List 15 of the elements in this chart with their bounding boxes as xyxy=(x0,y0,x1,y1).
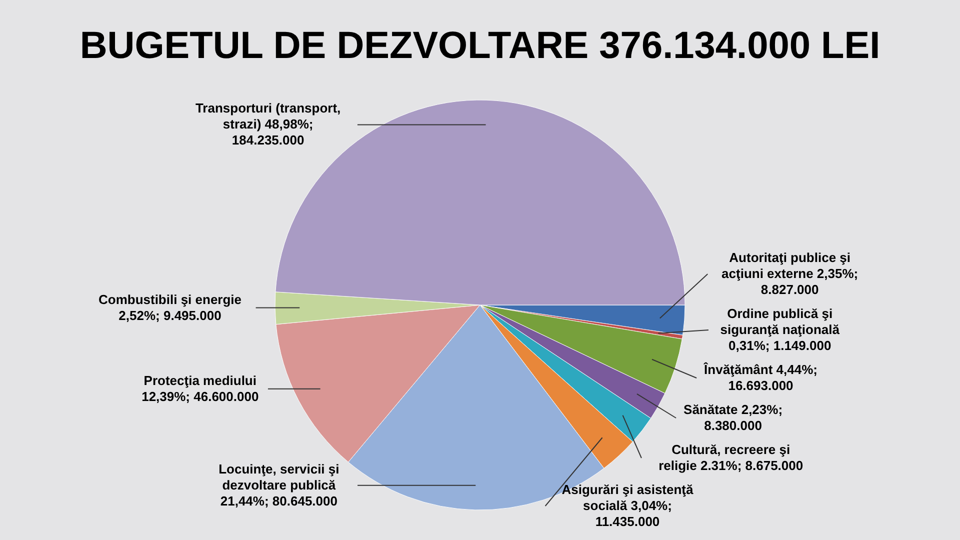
slice-label: Sănătate 2,23%; 8.380.000 xyxy=(684,402,783,433)
slice-label: Ordine publică şi siguranţă naţională xyxy=(720,306,840,337)
chart-title: BUGETUL DE DEZVOLTARE 376.134.000 LEI xyxy=(80,25,880,67)
slice-label: Combustibili şi energie xyxy=(98,292,242,307)
slice-label: Învăţământ 4,44%; 16.693.000 xyxy=(703,362,818,393)
slice-label: Transporturi (transport, strazi) 48,98%; 184.235.000 xyxy=(195,100,341,148)
data-label: 0,31%; 1.149.000 xyxy=(728,338,832,353)
data-label: 12,39%; 46.600.000 xyxy=(142,388,259,404)
slice-label: Autoritaţi publice şi acţiuni externe 2,35%; 8.827.000 xyxy=(722,250,858,297)
slice-label: Asigurări şi asistenţă socială 3,04%; 11.435.000 xyxy=(562,482,694,529)
slice-label: Locuinţe, servicii şi dezvoltare publică xyxy=(218,461,340,492)
slice-label: Protecţia mediului xyxy=(144,372,257,388)
data-label: 2,52%; 9.495.000 xyxy=(118,308,222,323)
data-label: 21,44%; 80.645.000 xyxy=(220,493,338,508)
slice-label: Cultură, recreere şi religie 2.31%; 8.675.000 xyxy=(658,442,804,473)
